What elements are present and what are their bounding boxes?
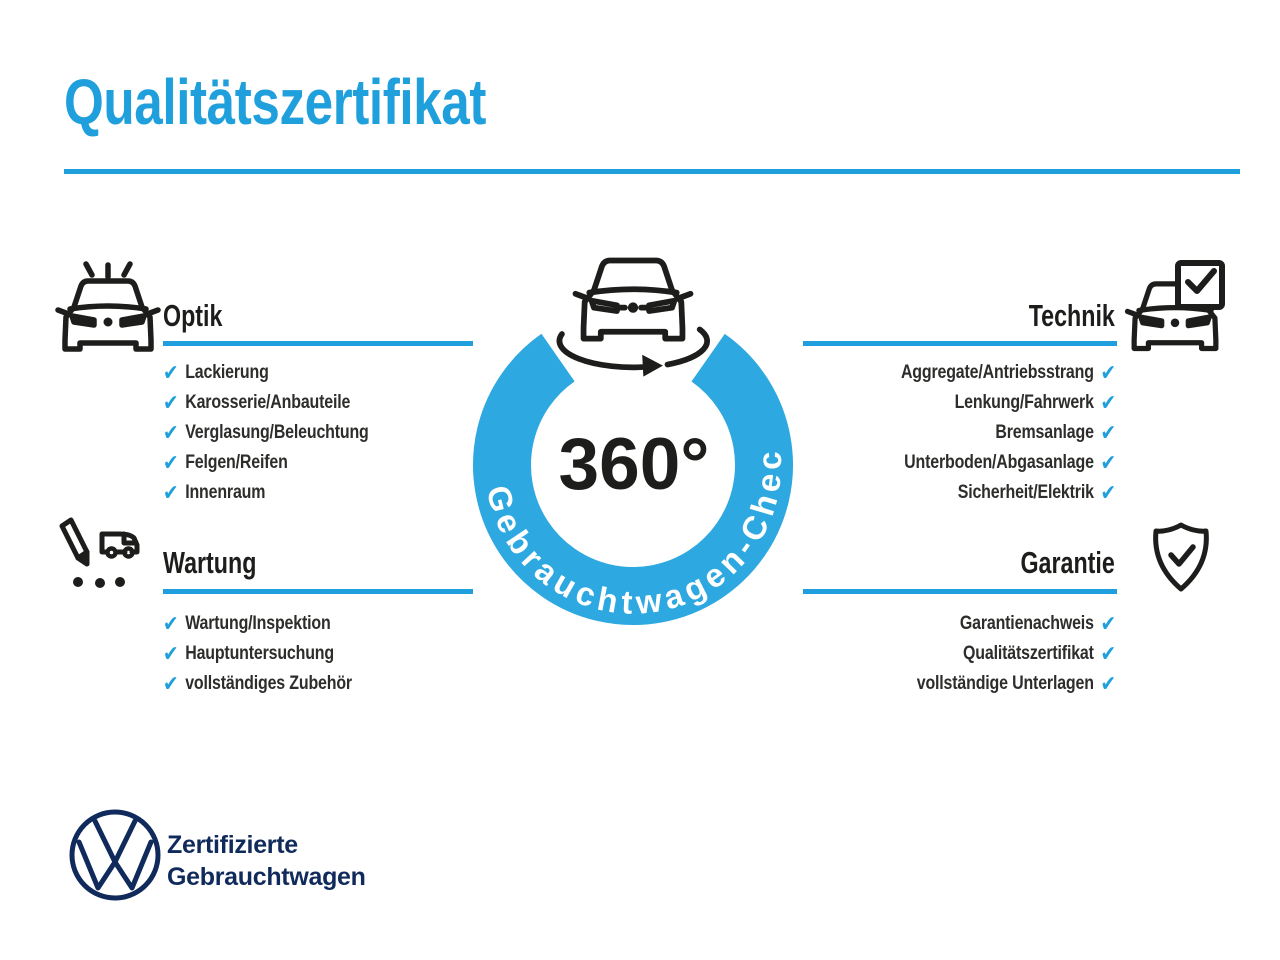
optik-checklist: ✔ Lackierung ✔ Karosserie/Anbauteile ✔ Verg… <box>163 358 493 508</box>
car-rotation-icon <box>556 257 711 377</box>
footer-line-1: Zertifizierte <box>167 831 298 859</box>
check-icon: ✔ <box>1100 611 1116 636</box>
360-check-graphic: Gebrauchtwagen-Check 360° <box>433 235 793 625</box>
checklist-item: vollständige Unterlagen ✔ <box>916 671 1116 696</box>
technik-checklist: Aggregate/Antriebsstrang ✔ Lenkung/Fahrwe… <box>786 358 1116 508</box>
checklist-item: Sicherheit/Elektrik ✔ <box>957 480 1116 505</box>
checklist-item: ✔ Felgen/Reifen <box>163 450 288 475</box>
section-underline-wartung <box>163 589 473 594</box>
checklist-item: ✔ vollständiges Zubehör <box>163 671 352 696</box>
section-title-wartung: Wartung <box>163 545 257 580</box>
page-title: Qualitätszertifikat <box>64 66 487 138</box>
check-icon: ✔ <box>163 671 179 696</box>
check-icon: ✔ <box>1100 671 1116 696</box>
degree-label: 360° <box>559 424 710 505</box>
checklist-item: Aggregate/Antriebsstrang ✔ <box>900 360 1116 385</box>
header-divider <box>64 169 1240 174</box>
check-icon: ✔ <box>163 480 179 505</box>
wartung-checklist: ✔ Wartung/Inspektion ✔ Hauptuntersuchung ✔… <box>163 609 493 699</box>
garantie-checklist: Garantienachweis ✔ Qualitätszertifikat ✔ v… <box>786 609 1116 699</box>
check-icon: ✔ <box>1100 480 1116 505</box>
vw-logo <box>69 809 161 901</box>
section-underline-technik <box>803 341 1117 346</box>
checklist-item: ✔ Hauptuntersuchung <box>163 641 334 666</box>
check-icon: ✔ <box>163 611 179 636</box>
check-icon: ✔ <box>1100 420 1116 445</box>
footer-brand-text: Zertifizierte Gebrauchtwagen <box>167 829 366 893</box>
checklist-item: ✔ Wartung/Inspektion <box>163 611 331 636</box>
shiny-car-icon <box>55 261 161 352</box>
car-checkbox-icon <box>1124 260 1225 352</box>
check-icon: ✔ <box>163 420 179 445</box>
section-underline-garantie <box>803 589 1117 594</box>
section-title-garantie: Garantie <box>1020 545 1115 580</box>
checklist-item: Lenkung/Fahrwerk ✔ <box>954 390 1116 415</box>
checklist-item: Bremsanlage ✔ <box>995 420 1116 445</box>
check-icon: ✔ <box>163 360 179 385</box>
checklist-item: Unterboden/Abgasanlage ✔ <box>904 450 1116 475</box>
checklist-item: ✔ Lackierung <box>163 360 269 385</box>
check-icon: ✔ <box>1100 641 1116 666</box>
check-icon: ✔ <box>1100 450 1116 475</box>
checklist-item: Qualitätszertifikat ✔ <box>963 641 1116 666</box>
section-title-technik: Technik <box>1028 298 1115 333</box>
footer-line-2: Gebrauchtwagen <box>167 863 366 891</box>
checklist-item: ✔ Karosserie/Anbauteile <box>163 390 351 415</box>
section-underline-optik <box>163 341 473 346</box>
checklist-item: ✔ Verglasung/Beleuchtung <box>163 420 369 445</box>
check-icon: ✔ <box>1100 360 1116 385</box>
service-checklist-icon <box>59 517 140 588</box>
check-icon: ✔ <box>163 390 179 415</box>
shield-check-icon <box>1153 522 1209 592</box>
checklist-item: Garantienachweis ✔ <box>959 611 1116 636</box>
check-icon: ✔ <box>163 450 179 475</box>
check-icon: ✔ <box>1100 390 1116 415</box>
section-title-optik: Optik <box>163 298 223 333</box>
checklist-item: ✔ Innenraum <box>163 480 266 505</box>
check-icon: ✔ <box>163 641 179 666</box>
